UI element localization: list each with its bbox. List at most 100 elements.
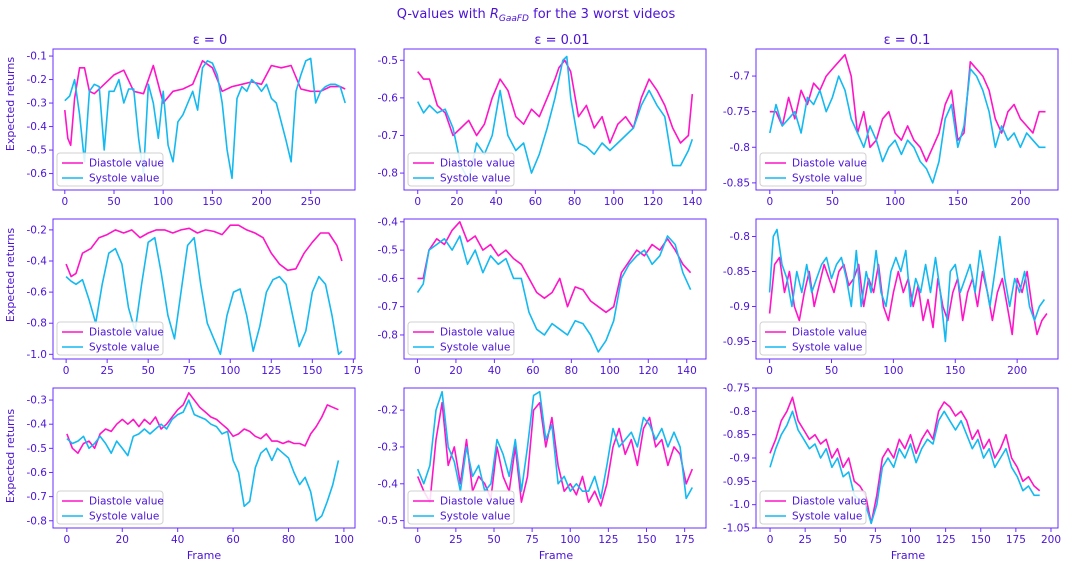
x-tick-label: 0 [61,196,68,208]
y-tick-label: -0.6 [27,287,48,299]
axes-frame [403,387,707,529]
y-tick-label: -0.6 [27,467,48,479]
column-title-1: ε = 0.01 [534,33,589,48]
legend-label: Diastole value [792,327,867,339]
y-tick-label: -0.4 [27,419,48,431]
x-tick-label: 175 [675,534,695,546]
x-tick-label: 0 [766,365,773,377]
x-tick-label: 200 [252,196,272,208]
legend-box [407,490,515,525]
series-line-diastole [769,53,1046,163]
x-tick-label: 20 [450,196,463,208]
legend: Diastole value Systole value [56,490,164,525]
y-tick-label: -0.2 [27,74,48,86]
x-tick-label: 25 [449,534,462,546]
y-tick-label: -0.95 [723,336,750,348]
x-tick-label: 60 [526,365,539,377]
y-tick-label: -0.95 [723,476,750,488]
x-tick-label: 125 [936,534,956,546]
x-tick-label: 75 [183,365,196,377]
x-tick-label: 150 [636,534,656,546]
y-tick-label: -0.75 [723,106,750,118]
y-tick-label: -0.9 [730,453,751,465]
axes-frame [403,218,707,360]
series-line-systole [416,235,692,353]
x-tick-label: 25 [798,534,811,546]
axes-frame [755,218,1059,360]
legend-box [407,321,515,356]
x-tick-label: 50 [825,365,838,377]
x-tick-label: 40 [488,365,501,377]
legend-box [56,321,164,356]
legend-box [759,490,867,525]
legend-label: Diastole value [440,158,515,170]
legend: Diastole value Systole value [759,152,867,187]
legend-label: Systole value [792,511,862,523]
legend-label: Diastole value [440,496,515,508]
x-tick-label: 0 [767,534,774,546]
x-tick-label: 125 [598,534,618,546]
x-tick-label: 175 [343,365,363,377]
x-tick-label: 140 [677,365,697,377]
subplot-2-1: 0 25 50 75 100 125 150 175 -0.5 -0.4 -0.3 -0.2 Diast… [378,387,707,546]
y-tick-label: -0.5 [27,145,48,157]
series-line-systole [64,57,346,180]
y-tick-label: -0.8 [27,318,48,330]
series-line-diastole [64,59,346,147]
x-tick-label: 150 [945,365,965,377]
y-tick-label: -0.3 [27,98,48,110]
legend-box [56,152,164,187]
x-tick-label: 80 [565,365,578,377]
x-tick-label: 50 [826,196,839,208]
xlabel-col-1: Frame [539,549,574,562]
x-tick-label: 50 [142,365,155,377]
x-tick-label: 75 [525,534,538,546]
x-tick-label: 20 [116,534,129,546]
ylabel-row-1: Expected returns [4,228,17,322]
column-title-0: ε = 0 [193,33,227,48]
figure-title-suffix: for the 3 worst videos [529,7,675,22]
x-tick-label: 0 [414,196,421,208]
figure-title: Q-values with RGaaFD for the 3 worst vid… [397,7,676,24]
x-tick-label: 150 [971,534,991,546]
x-tick-label: 0 [63,365,70,377]
x-tick-label: 125 [261,365,281,377]
x-tick-label: 100 [900,534,920,546]
x-tick-label: 100 [560,534,580,546]
y-tick-label: -0.3 [378,441,399,453]
x-tick-label: 60 [226,534,239,546]
y-tick-label: -0.5 [378,515,399,527]
x-tick-label: 50 [107,196,120,208]
legend-box [759,152,867,187]
y-tick-label: -0.1 [27,51,48,63]
legend: Diastole value Systole value [759,321,867,356]
axes-frame [755,48,1059,191]
y-tick-label: -0.5 [378,245,399,257]
y-tick-label: -0.85 [723,177,750,189]
subplot-1-1: 0 20 40 60 80 100 120 140 -0.8 -0.7 -0.6 -0.5 -0.4 Di… [378,216,707,377]
y-tick-label: -1.05 [723,523,750,535]
x-tick-label: 140 [682,196,702,208]
x-tick-label: 75 [869,534,882,546]
y-tick-label: -0.8 [27,515,48,527]
legend: Diastole value Systole value [407,152,515,187]
x-tick-label: 40 [171,534,184,546]
subplot-0-2: 0 50 100 150 200 -0.85 -0.8 -0.75 -0.7 Diastole v… [723,48,1059,208]
subplot-2-0: 0 20 40 60 80 100 -0.8 -0.7 -0.6 -0.5 -0.4 -0.3 Dias… [27,387,356,546]
legend-label: Diastole value [89,327,164,339]
subplot-1-2: 0 50 100 150 200 -0.95 -0.9 -0.85 -0.8 Diastole v… [723,218,1059,377]
y-tick-label: -0.8 [730,231,751,243]
x-tick-label: 120 [638,365,658,377]
ylabel-row-0: Expected returns [4,57,17,151]
x-tick-label: 100 [153,196,173,208]
legend-label: Systole value [89,511,159,523]
x-tick-label: 250 [301,196,321,208]
x-tick-label: 80 [282,534,295,546]
x-tick-label: 25 [100,365,113,377]
legend: Diastole value Systole value [759,490,867,525]
axes-frame [52,48,356,191]
y-tick-label: -0.5 [27,443,48,455]
legend: Diastole value Systole value [56,152,164,187]
